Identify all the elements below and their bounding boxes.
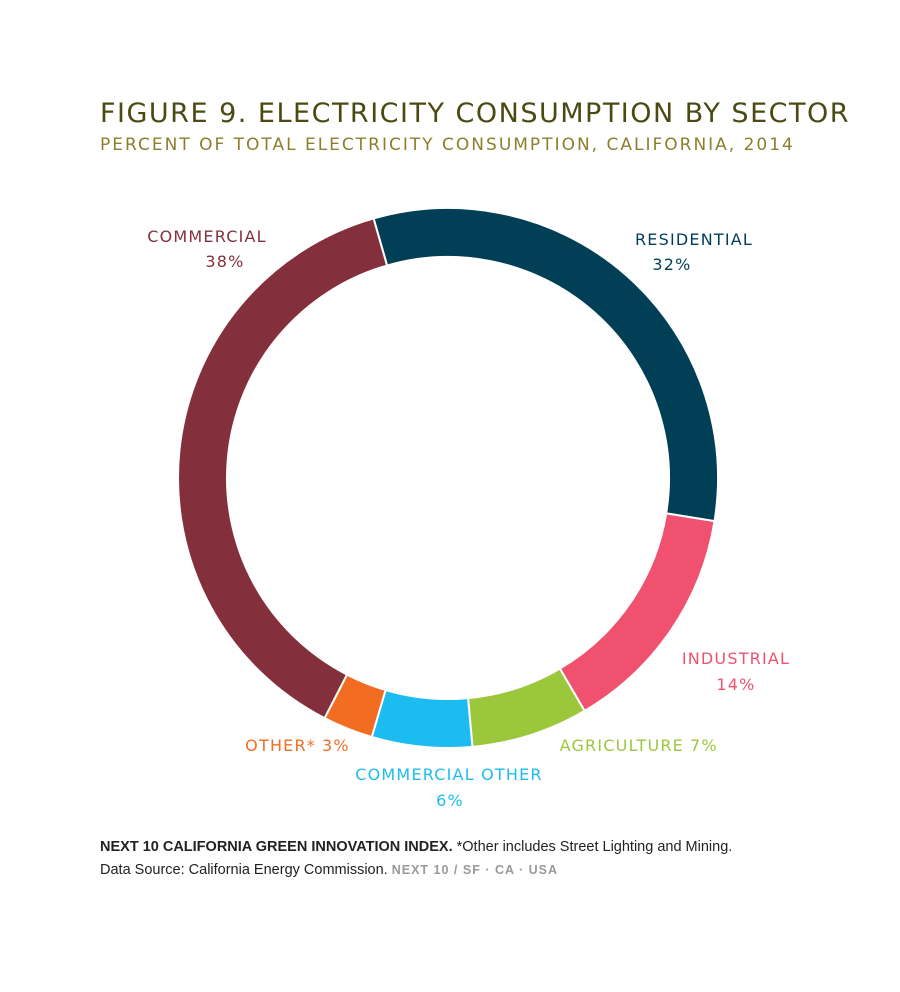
slice-commercial-other [370, 688, 474, 749]
slice-label-commercial: COMMERCIAL [147, 227, 267, 246]
slice-label-agriculture: AGRICULTURE [560, 736, 684, 755]
footer-brand: NEXT 10 / SF · CA · USA [391, 863, 559, 877]
footer-source: NEXT 10 CALIFORNIA GREEN INNOVATION INDE… [100, 839, 453, 855]
chart-subtitle: PERCENT OF TOTAL ELECTRICITY CONSUMPTION… [100, 135, 795, 155]
slice-value-residential: 32% [652, 255, 691, 274]
slice-industrial [558, 512, 716, 713]
footer: NEXT 10 CALIFORNIA GREEN INNOVATION INDE… [100, 836, 732, 882]
slice-commercial [177, 217, 389, 720]
donut-slices [177, 207, 719, 749]
slice-label-industrial: INDUSTRIAL [682, 649, 790, 668]
slice-label-residential: RESIDENTIAL [635, 230, 753, 249]
slice-value-other: 3% [322, 736, 350, 755]
slice-label-commercial-other: COMMERCIAL OTHER [355, 765, 542, 784]
footer-data-source: Data Source: California Energy Commissio… [100, 862, 388, 878]
footer-note: *Other includes Street Lighting and Mini… [452, 839, 733, 855]
slice-value-agriculture: 7% [690, 736, 718, 755]
slice-label-other: OTHER* [245, 736, 316, 755]
slice-value-industrial: 14% [716, 675, 755, 694]
chart-title: FIGURE 9. ELECTRICITY CONSUMPTION BY SEC… [100, 98, 850, 129]
slice-value-commercial-other: 6% [436, 791, 464, 810]
footer-line-1: NEXT 10 CALIFORNIA GREEN INNOVATION INDE… [100, 836, 732, 859]
donut-labels: RESIDENTIAL 32% INDUSTRIAL 14% AGRICULTU… [147, 227, 790, 810]
footer-line-2: Data Source: California Energy Commissio… [100, 859, 732, 882]
slice-value-commercial: 38% [205, 252, 244, 271]
